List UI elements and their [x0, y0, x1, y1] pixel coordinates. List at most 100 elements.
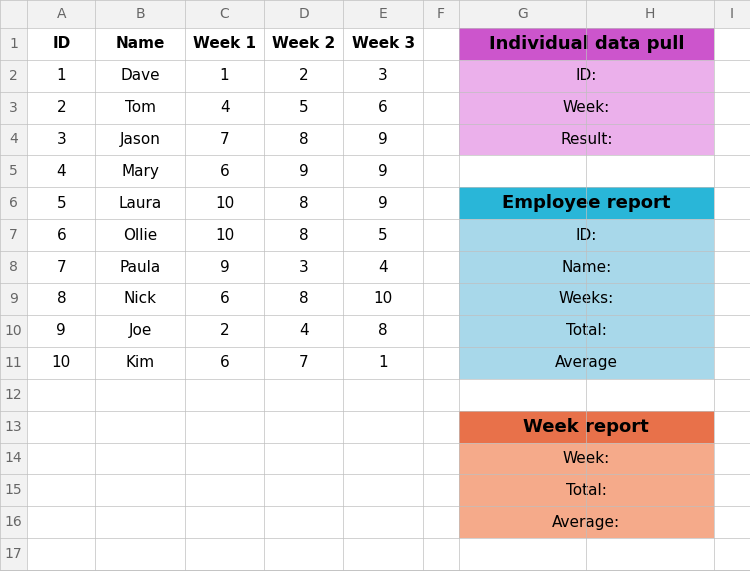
- Bar: [458, 538, 586, 570]
- Bar: [27, 124, 95, 155]
- Text: 11: 11: [4, 356, 22, 370]
- Text: Average: Average: [555, 356, 618, 370]
- Bar: [458, 347, 714, 379]
- Text: ID:: ID:: [576, 228, 597, 242]
- Bar: [185, 443, 264, 474]
- Bar: [95, 538, 185, 570]
- Bar: [27, 411, 95, 443]
- Bar: [185, 92, 264, 124]
- Text: 1: 1: [378, 356, 388, 370]
- Text: 7: 7: [220, 132, 230, 147]
- Bar: [0, 0, 27, 28]
- Bar: [586, 347, 714, 379]
- Bar: [95, 124, 185, 155]
- Bar: [586, 506, 714, 538]
- Bar: [423, 124, 458, 155]
- Text: Result:: Result:: [560, 132, 613, 147]
- Text: Total:: Total:: [566, 483, 607, 498]
- Bar: [423, 187, 458, 219]
- Bar: [344, 283, 423, 315]
- Text: Paula: Paula: [119, 260, 160, 274]
- Text: 10: 10: [374, 292, 393, 306]
- Text: Weeks:: Weeks:: [559, 292, 614, 306]
- Text: C: C: [220, 7, 230, 21]
- Bar: [586, 443, 714, 474]
- Text: H: H: [645, 7, 656, 21]
- Bar: [264, 251, 344, 283]
- Bar: [586, 92, 714, 124]
- Bar: [458, 283, 714, 315]
- Bar: [185, 219, 264, 251]
- Text: 9: 9: [378, 132, 388, 147]
- Text: G: G: [517, 7, 528, 21]
- Bar: [95, 251, 185, 283]
- Bar: [264, 411, 344, 443]
- Bar: [185, 379, 264, 411]
- Bar: [95, 443, 185, 474]
- Bar: [423, 283, 458, 315]
- Text: 10: 10: [215, 228, 234, 242]
- Bar: [423, 28, 458, 60]
- Text: Mary: Mary: [122, 164, 159, 179]
- Text: 17: 17: [4, 547, 22, 561]
- Text: 14: 14: [4, 451, 22, 466]
- Bar: [0, 411, 27, 443]
- Text: 13: 13: [4, 419, 22, 434]
- Bar: [586, 283, 714, 315]
- Bar: [27, 60, 95, 92]
- Bar: [458, 443, 586, 474]
- Text: E: E: [379, 7, 388, 21]
- Text: ID: ID: [53, 37, 70, 51]
- Text: 5: 5: [56, 196, 66, 211]
- Bar: [423, 60, 458, 92]
- Bar: [95, 219, 185, 251]
- Text: 4: 4: [220, 100, 230, 115]
- Text: ID:: ID:: [576, 68, 597, 83]
- Text: 4: 4: [56, 164, 66, 179]
- Bar: [344, 379, 423, 411]
- Text: Individual data pull: Individual data pull: [488, 35, 684, 53]
- Bar: [95, 28, 185, 60]
- Bar: [27, 0, 95, 28]
- Bar: [586, 315, 714, 347]
- Text: Joe: Joe: [128, 324, 152, 338]
- Text: 8: 8: [299, 292, 309, 306]
- Bar: [586, 219, 714, 251]
- Bar: [344, 155, 423, 187]
- Bar: [27, 187, 95, 219]
- Text: Name:: Name:: [561, 260, 611, 274]
- Bar: [458, 474, 714, 506]
- Bar: [185, 411, 264, 443]
- Bar: [344, 251, 423, 283]
- Text: A: A: [56, 7, 66, 21]
- Text: 9: 9: [220, 260, 230, 274]
- Text: 3: 3: [378, 68, 388, 83]
- Text: Week 3: Week 3: [352, 37, 415, 51]
- Text: 8: 8: [9, 260, 18, 274]
- Bar: [27, 251, 95, 283]
- Bar: [458, 124, 586, 155]
- Text: 9: 9: [9, 292, 18, 306]
- Bar: [185, 474, 264, 506]
- Bar: [27, 538, 95, 570]
- Text: 1: 1: [220, 68, 230, 83]
- Bar: [27, 474, 95, 506]
- Bar: [423, 92, 458, 124]
- Bar: [95, 506, 185, 538]
- Text: 4: 4: [378, 260, 388, 274]
- Bar: [344, 506, 423, 538]
- Bar: [458, 28, 714, 60]
- Text: Nick: Nick: [124, 292, 157, 306]
- Bar: [458, 28, 586, 60]
- Bar: [714, 0, 750, 28]
- Bar: [185, 0, 264, 28]
- Text: 3: 3: [56, 132, 66, 147]
- Bar: [27, 283, 95, 315]
- Text: 9: 9: [378, 196, 388, 211]
- Bar: [586, 474, 714, 506]
- Text: 4: 4: [9, 132, 18, 147]
- Text: Average:: Average:: [552, 515, 620, 530]
- Bar: [0, 474, 27, 506]
- Bar: [586, 124, 714, 155]
- Bar: [458, 124, 714, 155]
